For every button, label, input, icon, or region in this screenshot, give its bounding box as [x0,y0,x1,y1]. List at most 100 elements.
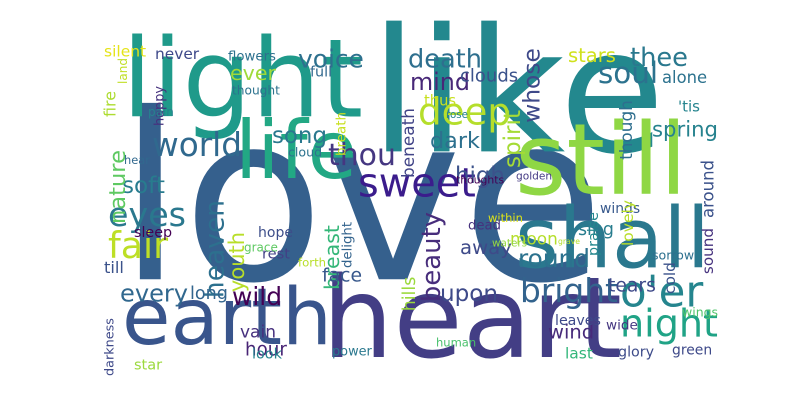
word-sorrow: sorrow [652,247,694,262]
word-around: around [699,160,718,218]
word-sound: sound [699,228,717,274]
word-dark: dark [430,128,480,154]
word-soft: soft [122,173,165,199]
word-dead: dead [468,218,501,233]
word-alone: alone [662,68,707,87]
word-winds: winds [600,201,640,217]
word-thought: thought [232,83,280,97]
word-cold: cold [661,262,679,294]
word-cloud: cloud [288,145,322,160]
word-song: song [272,123,327,149]
word-rest: rest [262,245,290,262]
word-happy: happy [153,86,168,126]
word-human: human [436,335,476,349]
word-praise: praise [586,212,602,256]
word-upon: upon [440,281,498,307]
word-forth: forth [298,256,326,270]
word-bright: bright [520,272,618,310]
word-night: night [620,302,718,346]
word-spring: spring [652,116,718,141]
word-light: light [122,16,363,143]
word-wind: wind [548,320,594,343]
word-wide: wide [606,317,638,333]
word-beauty: beauty [417,212,447,302]
word-hour: hour [245,340,287,361]
word-never: never [155,45,200,63]
word-youth: youth [225,232,249,292]
word-heaven: heaven [200,200,231,298]
word-hear: hear [124,153,150,167]
word-fire: fire [101,91,120,117]
word-wild: wild [232,282,282,311]
word-tis: 'tis [678,97,700,115]
word-every: every [120,280,188,308]
word-nature: nature [105,150,131,224]
word-heart: heart [322,252,622,384]
word-face: face [322,265,362,286]
word-like: like [370,0,665,192]
word-love: love [118,64,604,334]
word-glory: glory [618,344,655,360]
word-eyes: eyes [108,195,186,234]
word-flowers: flowers [228,49,276,64]
word-sweet: sweet [358,161,476,207]
word-round: round [518,244,590,273]
word-till: till [104,258,124,277]
word-pain: pain [148,105,174,119]
word-death: death [408,45,482,75]
word-silent: silent [104,43,146,61]
word-o-er: o'er [620,268,703,318]
word-long: long [190,284,228,304]
word-sleep: sleep [134,225,172,241]
word-though: though [616,100,636,160]
word-thus: thus [424,92,456,109]
word-life: life [235,104,357,197]
word-hills: hills [400,277,420,312]
word-lovely: lovely [619,200,637,246]
word-vain: vain [240,323,276,343]
word-tears: tears [608,275,656,296]
word-leaves: leaves [555,313,601,329]
word-voice: voice [298,45,364,74]
word-thou: thou [328,138,396,173]
word-grace: grace [244,240,278,254]
word-high: high [455,163,505,189]
word-last: last [565,344,593,362]
word-thoughts: thoughts [456,173,504,186]
word-full: full [310,65,332,81]
word-delight: delight [341,222,356,268]
word-hope: hope [258,225,293,241]
word-look: look [252,347,283,363]
word-green: green [672,342,712,358]
word-still: still [515,103,687,218]
word-spirit: spirit [500,110,526,168]
word-stars: stars [568,44,616,67]
word-mind: mind [410,68,470,96]
word-deep: deep [418,90,511,134]
word-moon: moon [510,228,558,248]
word-star: star [134,357,162,373]
word-waters: waters [492,237,527,249]
word-rose: rose [446,109,468,121]
word-breath: breath [335,112,350,156]
word-thee: thee [630,43,688,73]
word-ever: ever [230,61,277,85]
word-grave: grave [558,237,580,246]
word-golden: golden [516,170,552,182]
word-wings: wings [682,304,718,319]
word-world: world [152,126,242,164]
word-beneath: beneath [398,108,418,178]
word-within: within [488,211,523,225]
word-shall: shall [515,189,710,287]
word-soul: soul [598,56,658,90]
word-power: power [332,345,373,360]
word-away: away [460,236,512,259]
word-land: land [116,58,130,84]
word-sing: sing [578,220,614,240]
word-breast: breast [320,225,344,290]
word-fair: fair [108,224,168,267]
word-whose: whose [518,48,546,123]
word-earth: earth [122,271,332,363]
word-clouds: clouds [460,65,518,86]
